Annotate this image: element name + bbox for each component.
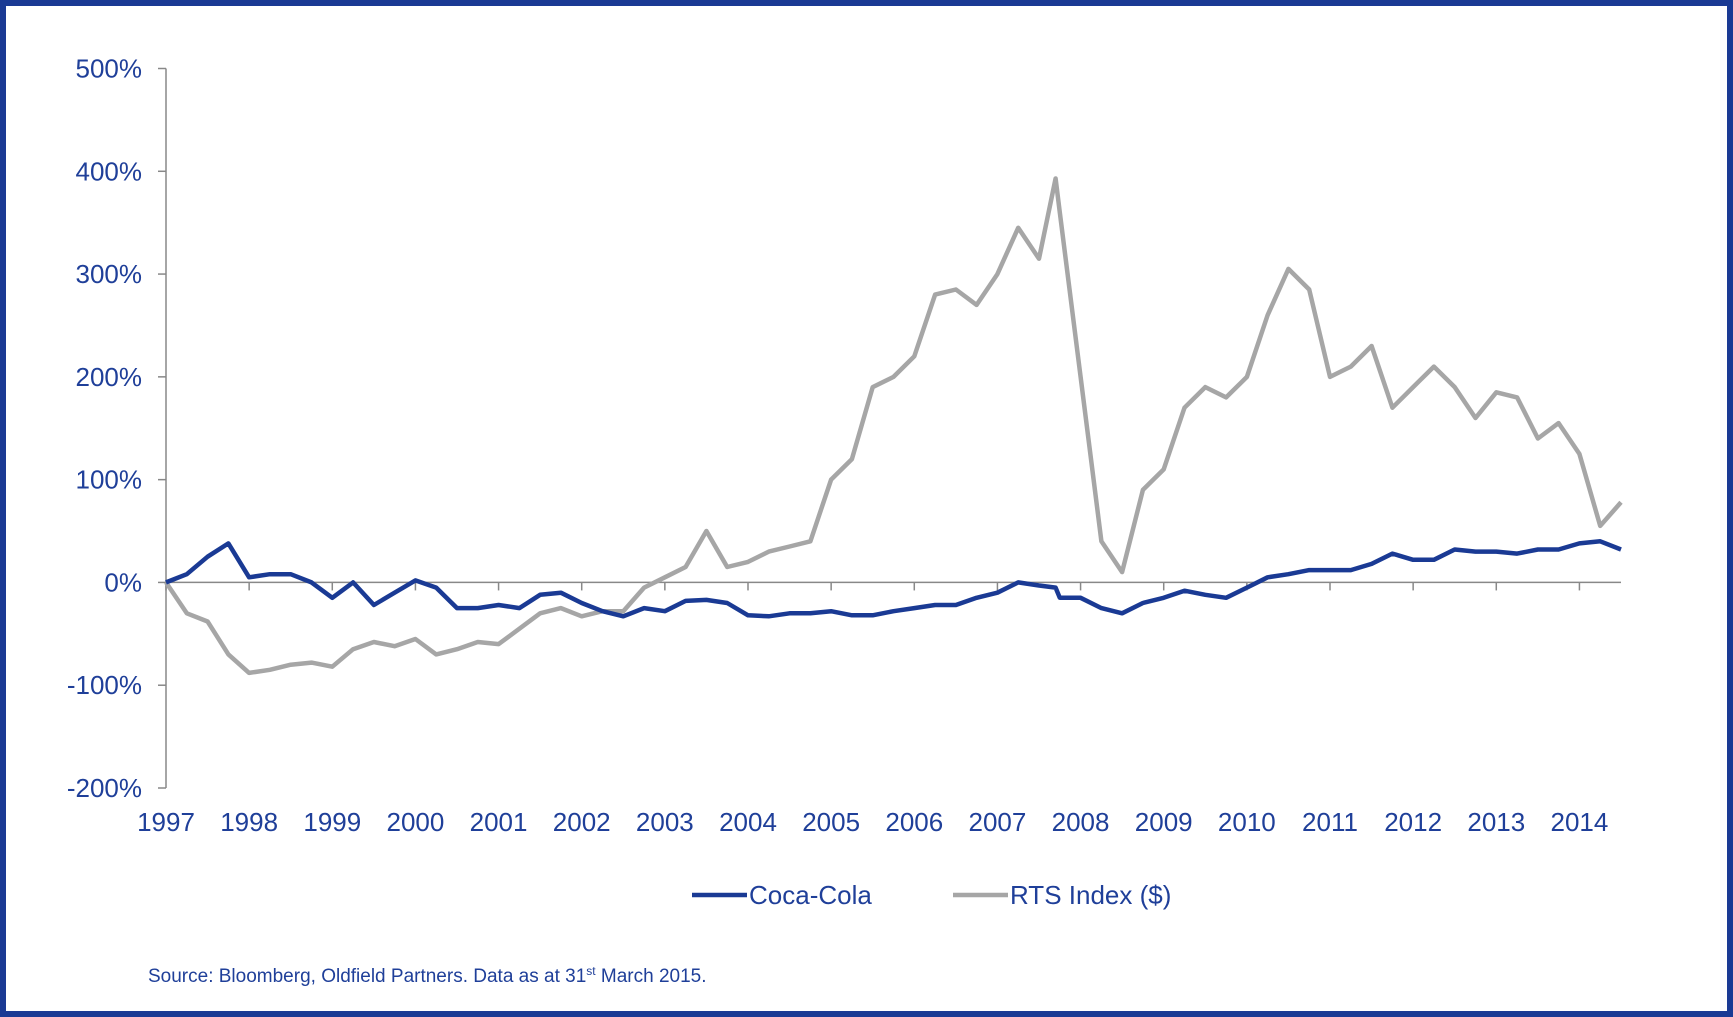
- source-note: Source: Bloomberg, Oldfield Partners. Da…: [148, 964, 707, 987]
- x-tick-label: 2005: [802, 807, 860, 837]
- y-tick-label: 500%: [76, 54, 143, 84]
- legend-label: RTS Index ($): [1010, 880, 1171, 910]
- series-line: [165, 539, 1622, 619]
- y-tick-label: 0%: [104, 567, 142, 597]
- x-tick-label: 1997: [137, 807, 195, 837]
- source-text: Source: Bloomberg, Oldfield Partners. Da…: [148, 966, 586, 987]
- x-tick-label: 1998: [220, 807, 278, 837]
- y-tick-label: 200%: [76, 362, 143, 392]
- source-superscript: st: [586, 964, 596, 978]
- y-tick-label: -100%: [67, 670, 142, 700]
- x-tick-label: 2008: [1052, 807, 1110, 837]
- x-tick-label: 2009: [1135, 807, 1193, 837]
- legend-label: Coca-Cola: [749, 880, 872, 910]
- y-tick-label: 400%: [76, 156, 143, 186]
- series-line: [164, 176, 1623, 676]
- x-tick-label: 2006: [885, 807, 943, 837]
- x-tick-label: 2004: [719, 807, 777, 837]
- source-text: March 2015.: [596, 966, 707, 987]
- y-tick-label: 300%: [76, 259, 143, 289]
- y-tick-label: -200%: [67, 773, 142, 803]
- x-tick-label: 2007: [969, 807, 1027, 837]
- x-tick-label: 2002: [553, 807, 611, 837]
- x-tick-label: 2003: [636, 807, 694, 837]
- x-tick-label: 2000: [387, 807, 445, 837]
- x-tick-label: 2001: [470, 807, 528, 837]
- x-tick-label: 2013: [1467, 807, 1525, 837]
- x-tick-label: 1999: [303, 807, 361, 837]
- x-tick-label: 2011: [1302, 807, 1358, 837]
- x-tick-label: 2010: [1218, 807, 1276, 837]
- y-tick-label: 100%: [76, 465, 143, 495]
- x-tick-label: 2014: [1551, 807, 1609, 837]
- x-tick-label: 2012: [1384, 807, 1442, 837]
